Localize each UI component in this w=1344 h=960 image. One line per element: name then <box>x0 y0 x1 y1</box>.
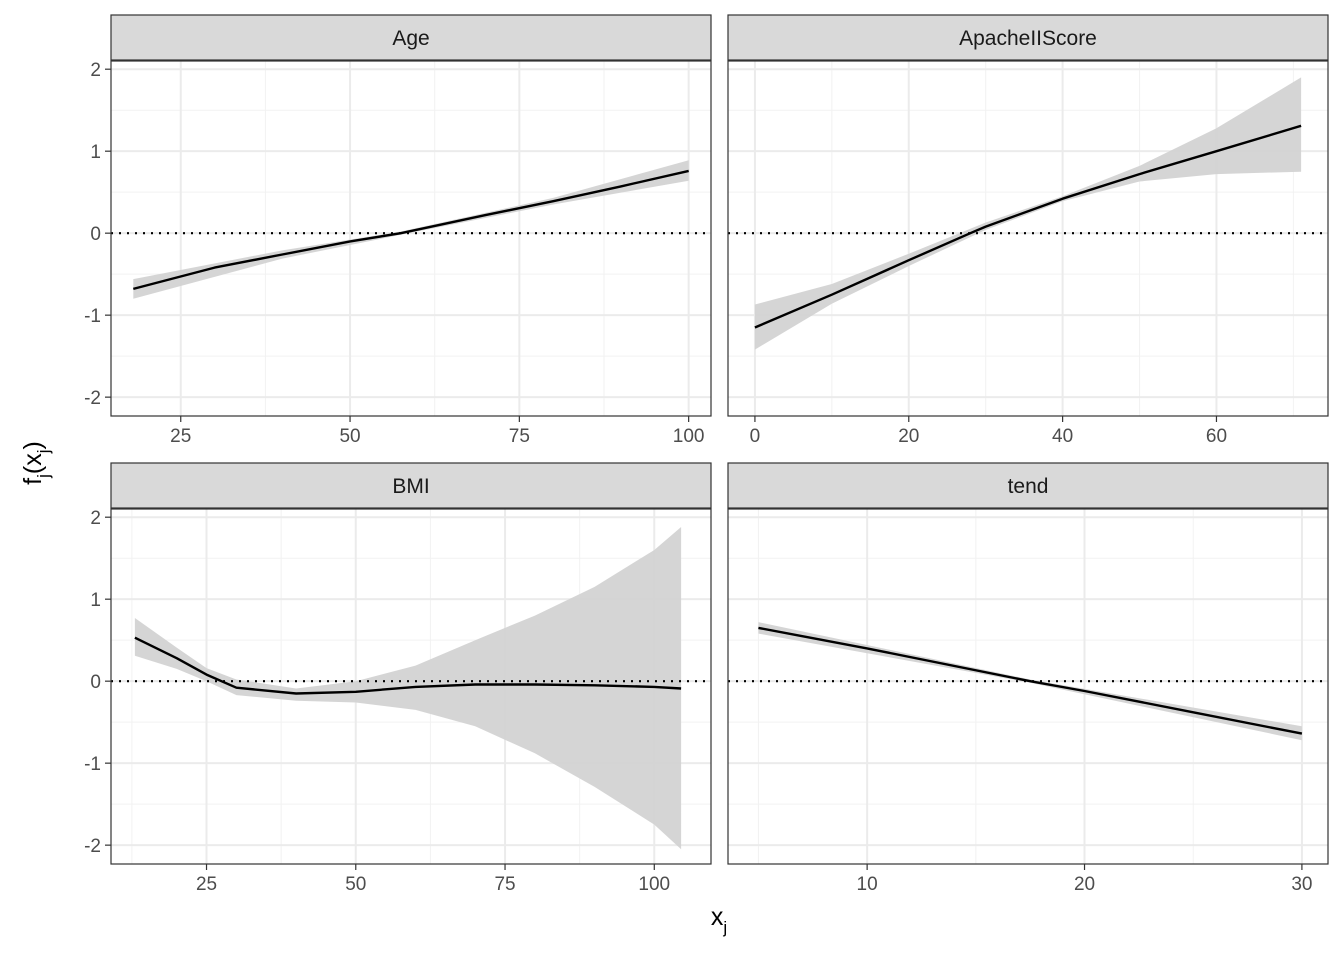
plot-area-age <box>111 61 711 416</box>
y-axis-title: fj(xj) <box>19 441 53 485</box>
y-tick-label-2: 2 <box>90 508 101 529</box>
x-tick-label-75: 75 <box>509 426 530 447</box>
panel-tend: tend 10 20 30 <box>727 462 1329 895</box>
y-axis-title-subscript: j <box>34 474 53 479</box>
facet-strip-bmi <box>110 462 712 509</box>
x-axis-title: xj <box>711 903 727 937</box>
panel-border-apacheiiscore <box>727 60 1329 417</box>
panel-border-age <box>110 60 712 417</box>
effect-line-bmi <box>134 636 682 695</box>
y-tick-label--2: -2 <box>84 388 101 409</box>
x-axis-title-subscript: j <box>722 918 727 937</box>
confidence-band-age <box>133 160 689 299</box>
x-tick-label-40: 40 <box>1052 426 1073 447</box>
facet-strip-label-bmi: BMI <box>392 475 429 498</box>
y-tick-label-0: 0 <box>90 672 101 693</box>
x-tick-label-0: 0 <box>750 426 761 447</box>
x-tick-label-20: 20 <box>898 426 919 447</box>
panel-border-bmi <box>110 508 712 865</box>
y-tick-label-1: 1 <box>90 590 101 611</box>
panel-border-tend <box>727 508 1329 865</box>
plot-area-tend <box>728 509 1328 864</box>
facet-strip-tend <box>727 462 1329 509</box>
y-tick-label-1: 1 <box>90 142 101 163</box>
y-tick-label--2: -2 <box>84 836 101 857</box>
panel-bmi: BMI 25 50 75 100 -2 -1 0 1 2 <box>84 462 712 895</box>
y-tick-label--1: -1 <box>84 754 101 775</box>
x-tick-label-75: 75 <box>494 874 515 895</box>
y-axis-title-subscript-2: j <box>34 449 53 454</box>
y-tick-label--1: -1 <box>84 306 101 327</box>
x-tick-label-30: 30 <box>1291 874 1312 895</box>
panel-apacheiiscore: ApacheIIScore 0 20 40 60 <box>727 14 1329 447</box>
y-tick-label-0: 0 <box>90 224 101 245</box>
effect-line-age <box>132 169 689 291</box>
facet-strip-label-age: Age <box>392 27 429 50</box>
effect-line-tend <box>758 626 1303 735</box>
facet-strip-label-tend: tend <box>1008 475 1049 498</box>
x-tick-label-60: 60 <box>1206 426 1227 447</box>
x-tick-label-25: 25 <box>170 426 191 447</box>
panel-age: Age 25 50 75 100 -2 -1 0 1 2 <box>84 14 712 447</box>
facet-strip-apacheiiscore <box>727 14 1329 61</box>
confidence-band-apacheiiscore <box>754 77 1302 350</box>
plot-area-apacheiiscore <box>728 61 1328 416</box>
y-tick-label-2: 2 <box>90 60 101 81</box>
x-tick-label-10: 10 <box>857 874 878 895</box>
effect-line-apacheiiscore <box>754 124 1302 329</box>
x-tick-label-100: 100 <box>638 874 670 895</box>
facet-strip-label-apacheiiscore: ApacheIIScore <box>959 27 1097 50</box>
x-tick-label-50: 50 <box>345 874 366 895</box>
x-tick-label-50: 50 <box>339 426 360 447</box>
x-tick-label-100: 100 <box>673 426 705 447</box>
x-tick-label-25: 25 <box>196 874 217 895</box>
x-tick-label-20: 20 <box>1074 874 1095 895</box>
facet-strip-age <box>110 14 712 61</box>
